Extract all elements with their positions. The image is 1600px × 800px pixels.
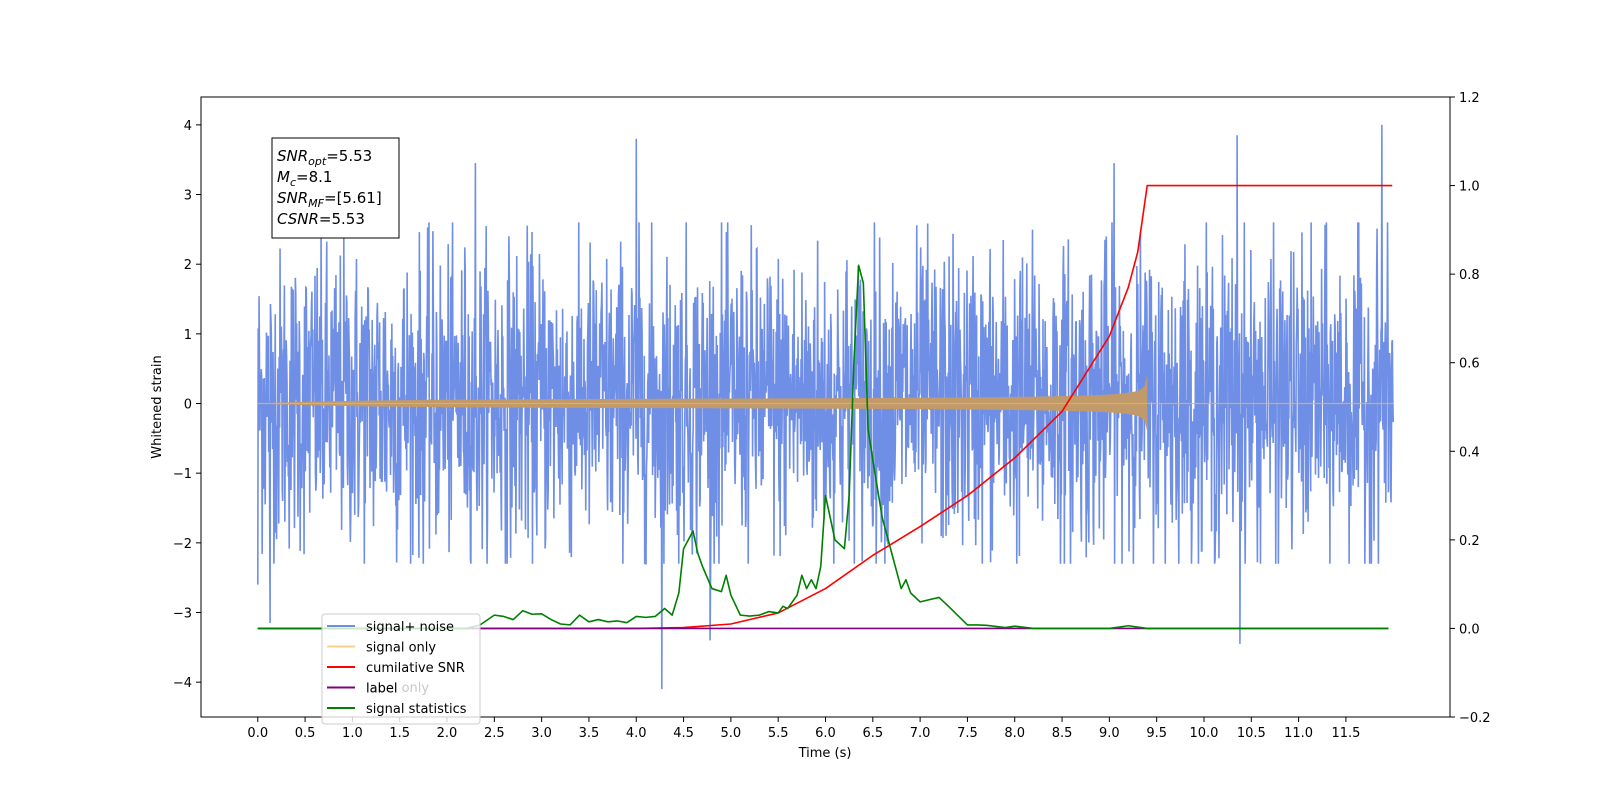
x-tick-label: 7.0 [910,726,931,741]
series-cumilative-snr [257,184,1393,630]
y-axis-right: −0.2 0.0 0.2 0.4 0.6 0.8 1.0 1.2 [1450,91,1491,726]
y-tick-label: 2 [184,258,192,273]
x-tick-label: 10.5 [1237,726,1266,741]
y-tick-label: 4 [184,119,192,134]
x-tick-label: 8.0 [1004,726,1025,741]
y-axis-label: Whitened strain [150,355,165,458]
y-tick-label: −2 [173,537,192,552]
x-tick-label: 9.0 [1099,726,1120,741]
y-tick-label: 0 [184,398,192,413]
x-tick-label: 6.5 [862,726,883,741]
legend-entry-label: signal+ noise [366,620,454,635]
x-tick-label: 4.0 [626,726,647,741]
x-axis: 0.0 0.5 1.0 1.5 2.0 2.5 3.0 3.5 4.0 4.5 5.0 5.5 6.0 6… [247,717,1360,741]
x-tick-label: 6.0 [815,726,836,741]
legend-entry-label: label [366,682,397,697]
y2-tick-label: −0.2 [1459,711,1491,726]
x-tick-label: 3.0 [531,726,552,741]
y2-tick-label: 0.2 [1459,534,1480,549]
y-tick-label: −3 [173,607,192,622]
x-tick-label: 0.5 [295,726,316,741]
legend: label only signal+ noise signal only cumila… [321,613,481,725]
x-tick-label: 3.5 [579,726,600,741]
x-tick-label: 8.5 [1052,726,1073,741]
y2-tick-label: 0.6 [1459,357,1480,372]
legend-entry-label: cumilative SNR [366,661,465,676]
x-tick-label: 11.5 [1331,726,1360,741]
x-tick-label: 10.0 [1190,726,1219,741]
y2-tick-label: 0.8 [1459,268,1480,283]
annotation-line: SNRMF=[5.61] [277,189,382,210]
legend-entry-label: signal statistics [366,702,467,717]
series-signal-statistics [257,264,1389,630]
y-tick-label: −1 [173,467,192,482]
x-tick-label: 4.5 [673,726,694,741]
legend-entry-label: signal only [366,641,436,656]
y2-tick-label: 1.0 [1459,180,1480,195]
x-tick-label: 1.0 [342,726,363,741]
annotation-box-frame [271,137,400,239]
annotation-line: SNRopt=5.53 [277,147,372,168]
x-tick-label: 1.5 [389,726,410,741]
x-tick-label: 2.5 [484,726,505,741]
legend-hidden-text: label only [366,681,429,696]
x-axis-label: Time (s) [798,746,852,761]
x-tick-label: 11.0 [1284,726,1313,741]
x-tick-label: 0.0 [247,726,268,741]
y-axis-left: −4 −3 −2 −1 0 1 2 3 4 [173,119,201,691]
x-tick-label: 9.5 [1146,726,1167,741]
x-tick-label: 5.5 [768,726,789,741]
x-tick-label: 2.0 [437,726,458,741]
legend-frame [321,613,481,725]
y-tick-label: −4 [173,676,192,691]
series-signal-noise [256,124,1395,690]
annotation-line: Mc=8.1 [277,168,332,189]
y2-tick-label: 1.2 [1459,91,1480,106]
y2-tick-label: 0.4 [1459,445,1480,460]
x-tick-label: 7.5 [957,726,978,741]
annotation-line: CSNR=5.53 [277,210,365,228]
y-tick-label: 1 [184,328,192,343]
x-tick-label: 5.0 [721,726,742,741]
y2-tick-label: 0.0 [1459,622,1480,637]
y-tick-label: 3 [184,189,192,204]
